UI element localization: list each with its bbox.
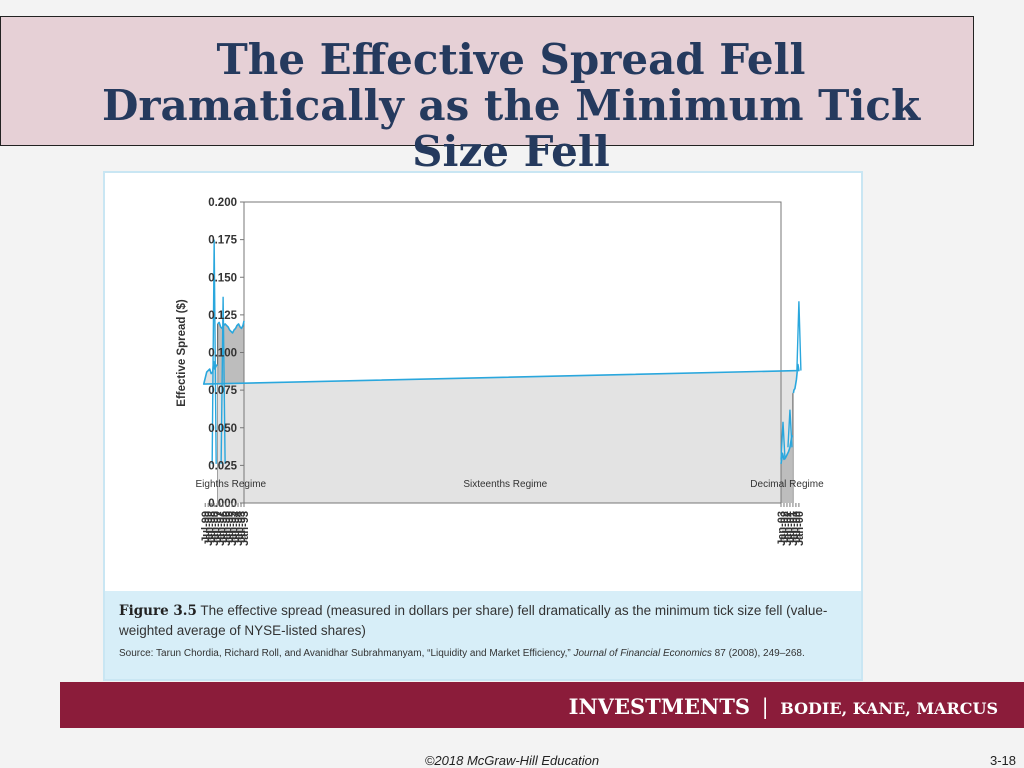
x-tick-label: Jan-97 [215, 511, 227, 546]
y-tick-label: 0.000 [208, 498, 237, 510]
brand-authors: BODIE, KANE, MARCUS [780, 699, 998, 718]
caption-source: Source: Tarun Chordia, Richard Roll, and… [119, 647, 849, 661]
copyright: ©2018 McGraw-Hill Education [424, 753, 600, 768]
x-tick-label: Jul-94 [230, 510, 242, 543]
x-tick-label: Jan-94 [233, 510, 245, 546]
regime-labels: Eighths Regime Sixteenths Regime Decimal R… [196, 479, 825, 490]
brand: INVESTMENTS | BODIE, KANE, MARCUS [569, 694, 998, 719]
footer-bar: INVESTMENTS | BODIE, KANE, MARCUS [60, 682, 1024, 728]
y-tick-label: 0.075 [208, 385, 237, 397]
y-tick-label: 0.100 [208, 348, 237, 360]
x-tick-label: Jan-03 [776, 511, 788, 546]
x-tick-label: Jan-00 [794, 511, 806, 546]
regime-areas [203, 320, 799, 503]
caption-body: The effective spread (measured in dollar… [119, 603, 828, 638]
series-spike-1 [796, 301, 802, 371]
y-axis-ticks: 0.000 0.025 0.050 0.075 0.100 0.125 0.150 0.175… [208, 197, 244, 510]
y-tick-label: 0.175 [208, 235, 237, 247]
x-tick-label: Jan-95 [227, 511, 239, 546]
series-spike-2 [220, 296, 226, 464]
series-spike-3 [787, 409, 793, 448]
caption-text: Figure 3.5 The effective spread (measure… [119, 601, 849, 641]
y-tick-label: 0.200 [208, 197, 237, 209]
x-tick-label: Jul-98 [206, 511, 218, 543]
series-lines [202, 239, 802, 464]
x-tick-label: Jan-02 [782, 511, 794, 546]
y-axis-label: Effective Spread ($) [176, 299, 188, 407]
slide-number: 3-18 [989, 753, 1016, 768]
regime-label-1: Sixteenths Regime [463, 479, 547, 490]
series-spike-4 [780, 421, 786, 460]
x-tick-label: Jan-99 [203, 511, 215, 546]
x-tick-label: Jan-93 [239, 511, 251, 546]
series-spike-0 [211, 239, 217, 464]
x-tick-label: Jan-96 [221, 511, 233, 546]
x-tick-label: Jul-02 [779, 511, 791, 543]
x-tick-label: Jul-01 [785, 511, 797, 543]
x-tick-label: Jul-95 [224, 511, 236, 543]
series-line-segment-1 [202, 360, 800, 394]
x-tick-label: Jul-99 [200, 511, 212, 543]
regime-label-2: Decimal Regime [750, 479, 824, 490]
regime-area-2 [781, 435, 793, 503]
source-journal: Journal of Financial Economics [573, 648, 712, 659]
x-tick-label: Jul-96 [218, 511, 230, 543]
source-prefix: Source: Tarun Chordia, Richard Roll, and… [119, 648, 574, 659]
figure-panel: 0.000 0.025 0.050 0.075 0.100 0.125 0.150 0.175… [103, 171, 863, 681]
y-tick-label: 0.050 [208, 423, 237, 435]
effective-spread-chart: 0.000 0.025 0.050 0.075 0.100 0.125 0.150 0.175… [176, 197, 825, 546]
x-axis-ticks: Jan-93Jul-93Jan-94Jul-94Jan-95Jul-95Jan-… [200, 503, 806, 546]
x-tick-label: Jul-00 [791, 511, 803, 543]
x-tick-label: Jul-93 [236, 511, 248, 543]
brand-title: INVESTMENTS [568, 694, 751, 719]
brand-separator: | [761, 695, 769, 719]
y-tick-label: 0.125 [208, 310, 237, 322]
x-tick-label: Jan-98 [209, 511, 221, 546]
figure-label: Figure 3.5 [119, 603, 197, 619]
figure-caption: Figure 3.5 The effective spread (measure… [105, 591, 861, 679]
y-tick-label: 0.025 [208, 460, 237, 472]
regime-area-1 [203, 361, 799, 503]
source-suffix: 87 (2008), 249–268. [711, 648, 805, 659]
y-tick-label: 0.150 [208, 272, 237, 284]
title-box: The Effective Spread Fell Dramatically a… [0, 16, 974, 175]
regime-label-0: Eighths Regime [196, 479, 267, 490]
x-tick-label: Jan-01 [788, 511, 800, 546]
slide-title: The Effective Spread Fell Dramatically a… [101, 35, 921, 176]
x-tick-label: Jul-97 [212, 511, 224, 543]
